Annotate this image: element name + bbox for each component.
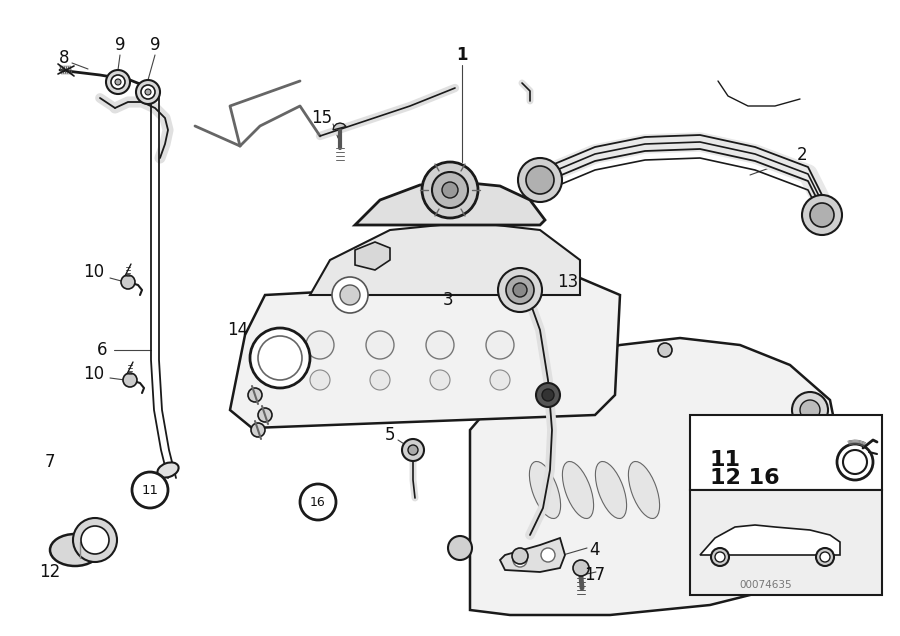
Text: 6: 6 xyxy=(97,341,107,359)
Circle shape xyxy=(136,80,160,104)
Circle shape xyxy=(426,331,454,359)
Text: 8: 8 xyxy=(58,49,69,67)
Circle shape xyxy=(310,370,330,390)
Circle shape xyxy=(512,548,528,564)
Text: 10: 10 xyxy=(84,263,104,281)
Circle shape xyxy=(115,79,121,85)
Polygon shape xyxy=(230,278,620,428)
Text: 9: 9 xyxy=(115,36,125,54)
Circle shape xyxy=(490,370,510,390)
Circle shape xyxy=(258,336,302,380)
Circle shape xyxy=(258,408,272,422)
Circle shape xyxy=(837,444,873,480)
Circle shape xyxy=(145,89,151,95)
Text: 14: 14 xyxy=(228,321,248,339)
Polygon shape xyxy=(310,222,580,295)
Text: 9: 9 xyxy=(149,36,160,54)
Circle shape xyxy=(498,268,542,312)
Ellipse shape xyxy=(158,462,178,478)
Circle shape xyxy=(370,370,390,390)
Text: 3: 3 xyxy=(443,291,454,309)
Ellipse shape xyxy=(50,534,100,566)
Text: 15: 15 xyxy=(311,109,333,127)
Circle shape xyxy=(658,343,672,357)
Ellipse shape xyxy=(596,462,626,518)
Text: 00074635: 00074635 xyxy=(740,580,792,590)
Circle shape xyxy=(366,331,394,359)
Circle shape xyxy=(306,331,334,359)
Polygon shape xyxy=(470,338,840,615)
Circle shape xyxy=(432,172,468,208)
Circle shape xyxy=(442,182,458,198)
Circle shape xyxy=(518,158,562,202)
Text: 2: 2 xyxy=(796,146,807,164)
Circle shape xyxy=(802,195,842,235)
Circle shape xyxy=(251,423,265,437)
Circle shape xyxy=(542,389,554,401)
FancyBboxPatch shape xyxy=(690,490,882,595)
Text: 11: 11 xyxy=(710,450,741,470)
Circle shape xyxy=(800,400,820,420)
Text: 13: 13 xyxy=(557,273,579,291)
Circle shape xyxy=(121,275,135,289)
Ellipse shape xyxy=(707,490,803,560)
Text: 12 16: 12 16 xyxy=(710,468,779,488)
Circle shape xyxy=(843,450,867,474)
Ellipse shape xyxy=(628,462,660,518)
Circle shape xyxy=(430,370,450,390)
Circle shape xyxy=(250,328,310,388)
Circle shape xyxy=(422,162,478,218)
Text: 10: 10 xyxy=(84,365,104,383)
Circle shape xyxy=(810,203,834,227)
Circle shape xyxy=(513,553,527,567)
Circle shape xyxy=(300,484,336,520)
Text: 5: 5 xyxy=(385,426,395,444)
FancyBboxPatch shape xyxy=(690,415,882,490)
Text: 7: 7 xyxy=(45,453,55,471)
Circle shape xyxy=(141,85,155,99)
Circle shape xyxy=(81,526,109,554)
Circle shape xyxy=(73,518,117,562)
Circle shape xyxy=(486,331,514,359)
Circle shape xyxy=(106,70,130,94)
Circle shape xyxy=(123,373,137,387)
Text: 17: 17 xyxy=(584,566,606,584)
Ellipse shape xyxy=(725,502,785,548)
Polygon shape xyxy=(355,182,545,225)
Circle shape xyxy=(132,472,168,508)
Ellipse shape xyxy=(529,462,561,518)
Polygon shape xyxy=(700,525,840,555)
Circle shape xyxy=(820,552,830,562)
Circle shape xyxy=(792,392,828,428)
Circle shape xyxy=(111,75,125,89)
Circle shape xyxy=(448,536,472,560)
Circle shape xyxy=(506,276,534,304)
Polygon shape xyxy=(355,242,390,270)
Text: 1: 1 xyxy=(456,46,468,64)
Polygon shape xyxy=(333,123,346,130)
Circle shape xyxy=(408,445,418,455)
Circle shape xyxy=(340,285,360,305)
Circle shape xyxy=(541,548,555,562)
Circle shape xyxy=(248,388,262,402)
Circle shape xyxy=(332,277,368,313)
Circle shape xyxy=(526,166,554,194)
Circle shape xyxy=(816,548,834,566)
Text: 16: 16 xyxy=(310,495,326,509)
Polygon shape xyxy=(500,538,565,572)
Circle shape xyxy=(536,383,560,407)
Ellipse shape xyxy=(562,462,594,518)
Circle shape xyxy=(711,548,729,566)
Circle shape xyxy=(573,560,589,576)
Text: 4: 4 xyxy=(590,541,600,559)
Circle shape xyxy=(513,283,527,297)
Circle shape xyxy=(715,552,725,562)
Text: 12: 12 xyxy=(40,563,60,581)
Text: 11: 11 xyxy=(141,483,158,497)
Circle shape xyxy=(402,439,424,461)
